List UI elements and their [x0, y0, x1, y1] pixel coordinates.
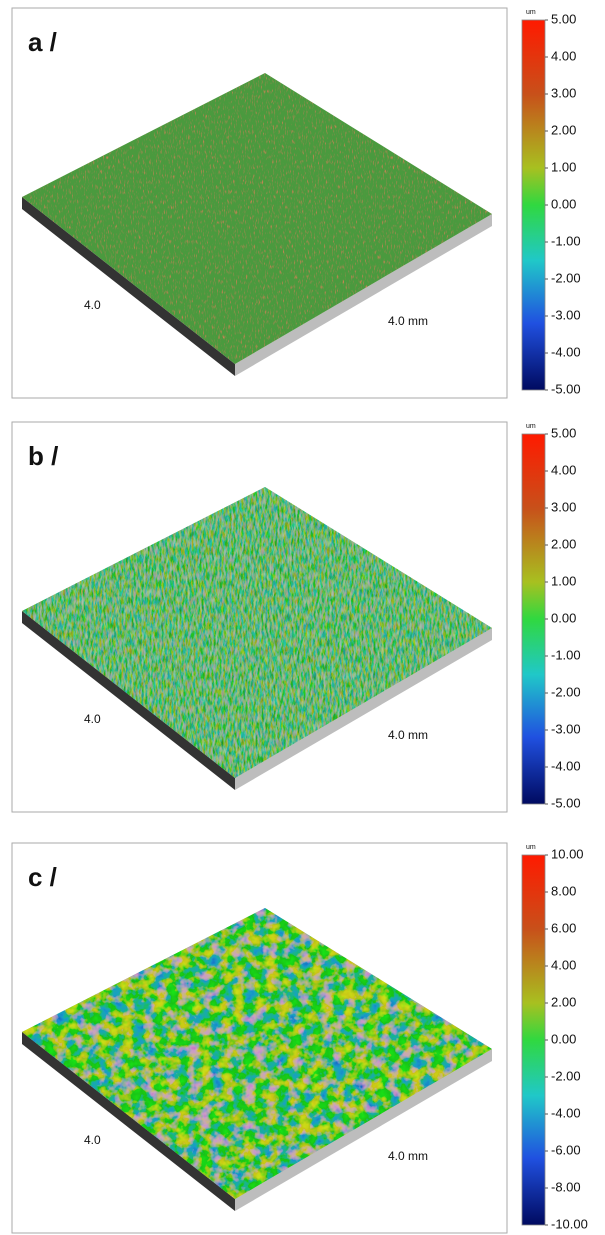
figure: a / 4.0 4.0 mm um 5.00 4.00 3.00 2.00 1.00 0.00 -1…	[0, 0, 605, 1235]
axis-label: 4.0	[84, 298, 101, 312]
colorbar-tick-label: 5.00	[551, 11, 576, 26]
colorbar-tick-label: -2.00	[551, 684, 581, 699]
colorbar-tick-label: 5.00	[551, 425, 576, 440]
colorbar	[522, 434, 545, 804]
panel-label: b /	[28, 441, 58, 471]
panel: c / 4.0 4.0 mm um 10.00 8.00 6.00 4.00 2.00 0.00 -…	[12, 843, 588, 1233]
colorbar-unit: um	[526, 423, 536, 430]
colorbar-tick-label: 2.00	[551, 994, 576, 1009]
colorbar-tick-label: 0.00	[551, 196, 576, 211]
colorbar-tick-label: 2.00	[551, 122, 576, 137]
colorbar-tick-label: -3.00	[551, 721, 581, 736]
colorbar-unit: um	[526, 9, 536, 16]
colorbar-tick-label: 3.00	[551, 499, 576, 514]
colorbar-tick-label: -10.00	[551, 1216, 588, 1231]
axis-label: 4.0	[84, 712, 101, 726]
axis-label: 4.0 mm	[388, 728, 428, 742]
colorbar-tick-label: -6.00	[551, 1142, 581, 1157]
panel-label: c /	[28, 862, 57, 892]
panel-label: a /	[28, 27, 57, 57]
colorbar-tick-label: 1.00	[551, 573, 576, 588]
colorbar-unit: um	[526, 844, 536, 851]
panel: b / 4.0 4.0 mm um 5.00 4.00 3.00 2.00 1.00 0.00 -1…	[12, 422, 581, 812]
axis-label: 4.0 mm	[388, 314, 428, 328]
colorbar-tick-label: -5.00	[551, 381, 581, 396]
colorbar-tick-label: 4.00	[551, 957, 576, 972]
colorbar	[522, 855, 545, 1225]
colorbar-tick-label: 3.00	[551, 85, 576, 100]
colorbar-tick-label: 4.00	[551, 48, 576, 63]
colorbar-tick-label: 0.00	[551, 1031, 576, 1046]
colorbar-tick-label: -5.00	[551, 795, 581, 810]
colorbar-tick-label: -8.00	[551, 1179, 581, 1194]
colorbar-tick-label: -4.00	[551, 758, 581, 773]
colorbar-tick-label: 8.00	[551, 883, 576, 898]
colorbar-tick-label: -1.00	[551, 647, 581, 662]
colorbar-tick-label: 0.00	[551, 610, 576, 625]
colorbar-tick-label: -4.00	[551, 1105, 581, 1120]
colorbar-tick-label: 2.00	[551, 536, 576, 551]
colorbar-tick-label: -4.00	[551, 344, 581, 359]
colorbar-tick-label: 1.00	[551, 159, 576, 174]
colorbar-tick-label: -2.00	[551, 270, 581, 285]
colorbar-tick-label: 10.00	[551, 846, 584, 861]
colorbar	[522, 20, 545, 390]
colorbar-tick-label: 4.00	[551, 462, 576, 477]
colorbar-tick-label: -1.00	[551, 233, 581, 248]
colorbar-tick-label: -3.00	[551, 307, 581, 322]
axis-label: 4.0 mm	[388, 1149, 428, 1163]
colorbar-tick-label: 6.00	[551, 920, 576, 935]
panel: a / 4.0 4.0 mm um 5.00 4.00 3.00 2.00 1.00 0.00 -1…	[12, 8, 581, 398]
axis-label: 4.0	[84, 1133, 101, 1147]
colorbar-tick-label: -2.00	[551, 1068, 581, 1083]
